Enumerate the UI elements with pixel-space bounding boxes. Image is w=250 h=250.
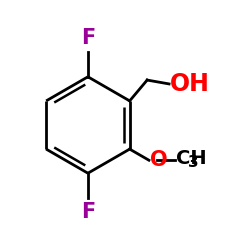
Text: CH: CH <box>176 150 207 169</box>
Text: 3: 3 <box>188 155 199 170</box>
Text: F: F <box>81 28 95 48</box>
Text: F: F <box>81 202 95 222</box>
Text: O: O <box>150 150 168 170</box>
Text: OH: OH <box>170 72 210 96</box>
